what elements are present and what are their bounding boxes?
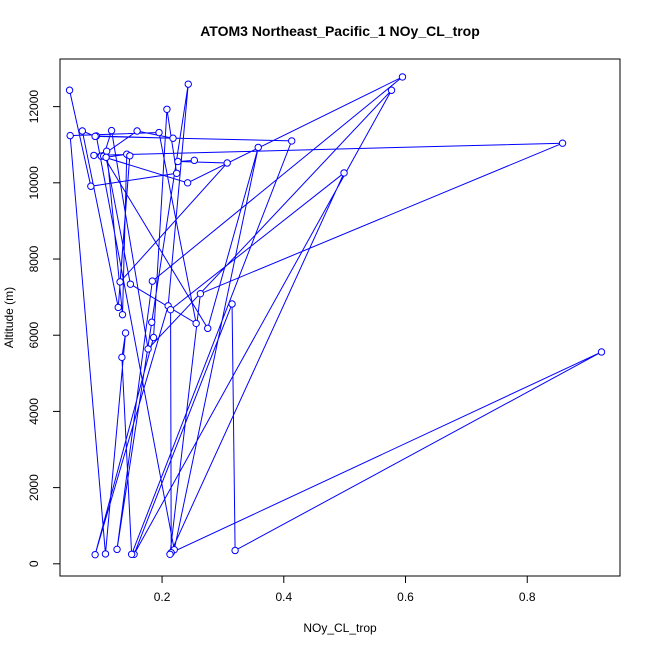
- data-point: [204, 324, 212, 333]
- data-point: [144, 345, 152, 353]
- y-tick-label: 12000: [27, 90, 41, 124]
- y-tick-label: 2000: [27, 474, 41, 501]
- data-point: [174, 157, 182, 166]
- data-point: [116, 278, 124, 286]
- y-tick-label: 10000: [27, 166, 41, 200]
- data-point: [192, 319, 200, 328]
- data-point: [288, 137, 296, 145]
- data-point: [163, 105, 171, 113]
- series-line: [69, 76, 602, 555]
- data-point: [102, 147, 111, 155]
- data-point: [113, 545, 121, 554]
- data-point: [223, 159, 231, 167]
- y-tick-label: 0: [27, 560, 41, 567]
- data-point: [133, 127, 141, 135]
- data-point: [66, 131, 74, 140]
- data-point: [65, 86, 74, 94]
- data-point: [127, 550, 136, 558]
- data-point: [149, 333, 158, 342]
- data-point: [126, 280, 135, 288]
- x-tick-label: 0.4: [275, 590, 292, 604]
- data-point: [387, 86, 396, 94]
- data-point: [155, 128, 163, 137]
- data-point: [118, 353, 126, 362]
- data-point: [148, 318, 156, 326]
- data-point: [190, 156, 199, 165]
- data-point: [90, 151, 98, 160]
- data-point: [78, 127, 87, 135]
- data-point: [148, 277, 157, 285]
- data-point: [172, 169, 181, 177]
- data-point: [114, 303, 122, 312]
- y-axis: 0 2000 4000 6000 8000 10000 12000: [27, 90, 61, 567]
- data-point: [558, 139, 567, 147]
- data-point: [166, 550, 174, 558]
- y-tick-label: 8000: [27, 245, 41, 272]
- data-point: [231, 546, 239, 555]
- data-point: [118, 310, 127, 319]
- data-series: [65, 73, 606, 559]
- data-point: [183, 179, 192, 187]
- data-point: [107, 126, 116, 135]
- x-axis: 0.2 0.4 0.6 0.8: [154, 575, 536, 604]
- data-point: [184, 80, 192, 88]
- data-point: [91, 132, 99, 141]
- x-axis-label: NOy_CL_trop: [303, 621, 377, 635]
- data-point: [121, 329, 130, 337]
- y-axis-label: Altitude (m): [2, 287, 16, 348]
- data-point: [196, 289, 205, 298]
- chart-title: ATOM3 Northeast_Pacific_1 NOy_CL_trop: [200, 23, 480, 39]
- x-tick-label: 0.6: [397, 590, 414, 604]
- data-point: [254, 143, 262, 152]
- y-tick-label: 6000: [27, 322, 41, 349]
- data-point: [102, 153, 110, 161]
- data-point: [169, 134, 177, 142]
- data-point: [126, 152, 134, 160]
- y-tick-label: 4000: [27, 398, 41, 425]
- data-point: [166, 305, 175, 314]
- x-tick-label: 0.8: [519, 590, 536, 604]
- data-point: [597, 348, 606, 356]
- data-point: [87, 182, 95, 190]
- data-point: [91, 550, 99, 559]
- data-point: [101, 550, 110, 558]
- data-point: [398, 73, 407, 81]
- x-tick-label: 0.2: [154, 590, 171, 604]
- data-point: [340, 169, 348, 177]
- data-point: [228, 300, 236, 308]
